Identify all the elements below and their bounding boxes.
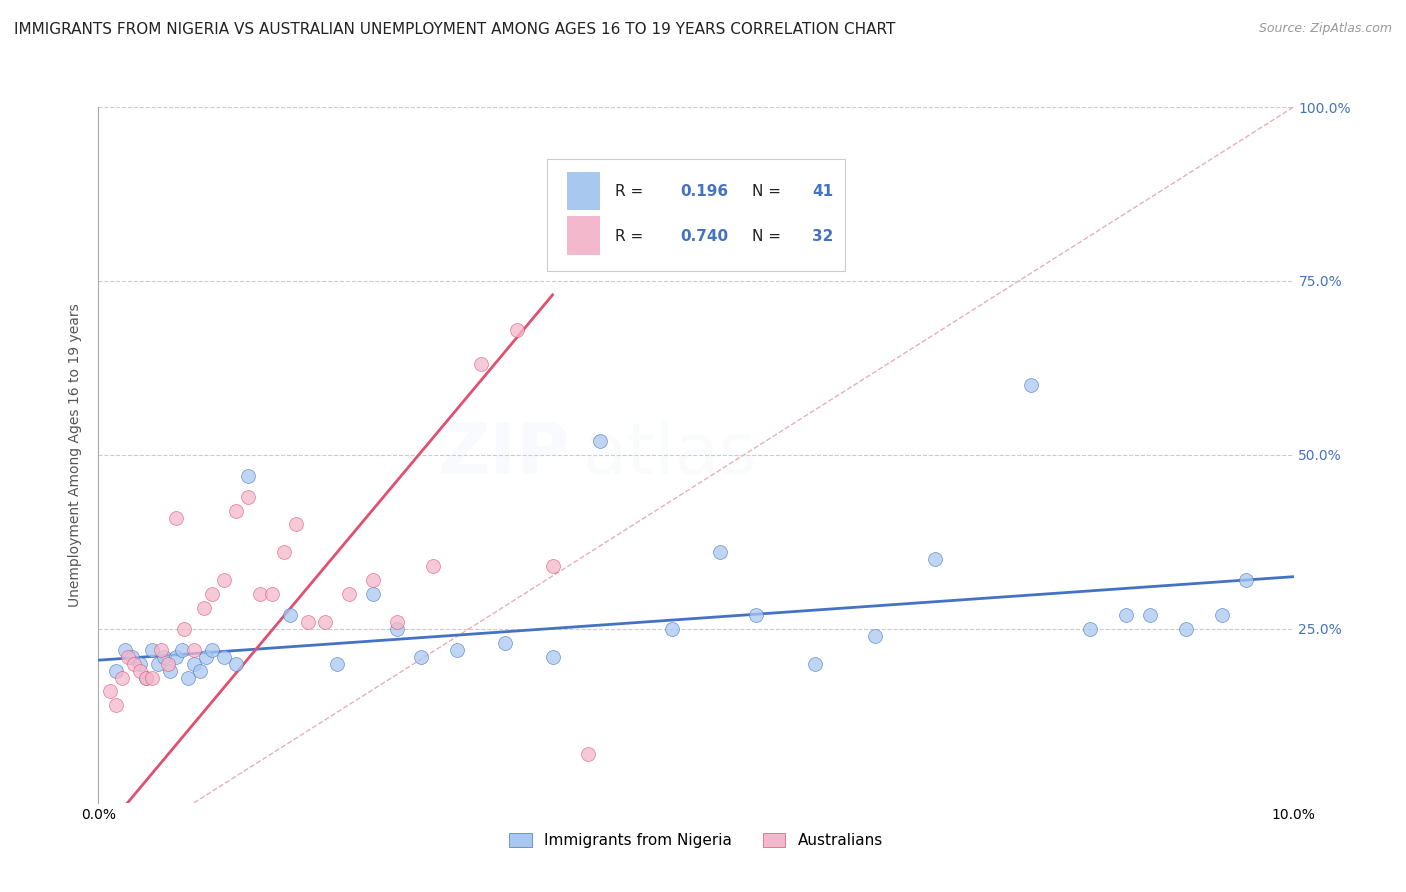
Point	[129, 664, 152, 678]
Text: IMMIGRANTS FROM NIGERIA VS AUSTRALIAN UNEMPLOYMENT AMONG AGES 16 TO 19 YEARS COR: IMMIGRANTS FROM NIGERIA VS AUSTRALIAN UN…	[14, 22, 896, 37]
Point	[422, 559, 444, 574]
FancyBboxPatch shape	[567, 172, 600, 210]
Point	[225, 657, 247, 671]
Point	[148, 657, 170, 671]
Point	[1234, 573, 1257, 587]
Point	[385, 615, 409, 629]
Point	[506, 323, 529, 337]
Legend: Immigrants from Nigeria, Australians: Immigrants from Nigeria, Australians	[503, 827, 889, 855]
Text: N =: N =	[752, 185, 786, 200]
Point	[385, 622, 409, 636]
Text: R =: R =	[614, 185, 648, 200]
Point	[446, 642, 468, 657]
Point	[924, 552, 946, 566]
Point	[173, 622, 195, 636]
Point	[363, 573, 385, 587]
Point	[541, 649, 564, 664]
Point	[193, 601, 215, 615]
Point	[183, 642, 205, 657]
Point	[129, 657, 152, 671]
Point	[709, 545, 731, 559]
Point	[236, 490, 259, 504]
Point	[105, 664, 128, 678]
Point	[105, 698, 128, 713]
Text: atlas: atlas	[582, 420, 756, 490]
Point	[745, 607, 768, 622]
Point	[153, 649, 176, 664]
Point	[249, 587, 271, 601]
Point	[326, 657, 349, 671]
Point	[212, 649, 235, 664]
Point	[225, 503, 247, 517]
Text: R =: R =	[614, 229, 648, 244]
Point	[141, 671, 163, 685]
Text: 41: 41	[811, 185, 832, 200]
Point	[363, 587, 385, 601]
Point	[201, 587, 224, 601]
FancyBboxPatch shape	[547, 159, 845, 270]
Point	[156, 657, 179, 671]
Point	[804, 657, 827, 671]
Text: N =: N =	[752, 229, 786, 244]
Point	[124, 657, 146, 671]
FancyBboxPatch shape	[567, 216, 600, 254]
Point	[1175, 622, 1198, 636]
Point	[278, 607, 301, 622]
Point	[494, 636, 516, 650]
Point	[165, 510, 187, 524]
Point	[578, 747, 600, 761]
Point	[172, 642, 194, 657]
Point	[212, 573, 235, 587]
Point	[260, 587, 283, 601]
Point	[117, 649, 139, 664]
Point	[297, 615, 319, 629]
Text: 32: 32	[811, 229, 834, 244]
Point	[273, 545, 295, 559]
Point	[1139, 607, 1161, 622]
Point	[141, 642, 163, 657]
Point	[135, 671, 157, 685]
Text: 0.196: 0.196	[681, 185, 728, 200]
Text: Source: ZipAtlas.com: Source: ZipAtlas.com	[1258, 22, 1392, 36]
Point	[135, 671, 157, 685]
Point	[541, 559, 564, 574]
Point	[339, 587, 361, 601]
Point	[236, 468, 259, 483]
Point	[121, 649, 143, 664]
Point	[1211, 607, 1233, 622]
Point	[111, 671, 134, 685]
Point	[470, 358, 492, 372]
Point	[159, 664, 181, 678]
Point	[411, 649, 433, 664]
Point	[149, 642, 172, 657]
Point	[589, 434, 612, 448]
Text: ZIP: ZIP	[439, 420, 571, 490]
Point	[1019, 378, 1042, 392]
Point	[284, 517, 307, 532]
Point	[165, 649, 187, 664]
Point	[188, 664, 211, 678]
Point	[183, 657, 205, 671]
Point	[1080, 622, 1102, 636]
Y-axis label: Unemployment Among Ages 16 to 19 years: Unemployment Among Ages 16 to 19 years	[69, 303, 83, 607]
Point	[177, 671, 200, 685]
Text: 0.740: 0.740	[681, 229, 728, 244]
Point	[195, 649, 218, 664]
Point	[661, 622, 683, 636]
Point	[1115, 607, 1137, 622]
Point	[865, 629, 887, 643]
Point	[114, 642, 136, 657]
Point	[201, 642, 224, 657]
Point	[315, 615, 337, 629]
Point	[98, 684, 122, 698]
